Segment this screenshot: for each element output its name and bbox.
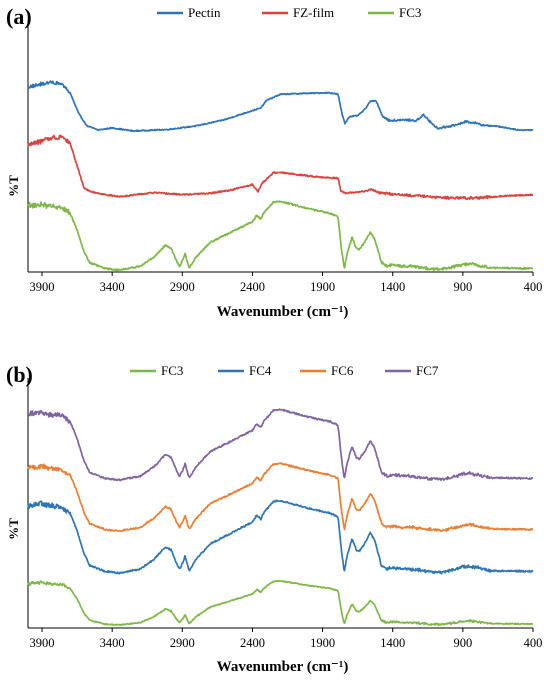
legend-label-fc6: FC6 bbox=[331, 363, 354, 378]
y-axis-title: %T bbox=[6, 518, 21, 540]
legend-label-pectin: Pectin bbox=[188, 5, 221, 20]
series-line-fc3 bbox=[27, 200, 534, 272]
legend-label-fc3: FC3 bbox=[399, 5, 421, 20]
series-line-fc3 bbox=[27, 579, 534, 627]
legend-label-fc4: FC4 bbox=[249, 363, 272, 378]
x-tick-label: 400 bbox=[524, 636, 543, 650]
x-tick-label: 2900 bbox=[170, 636, 195, 650]
x-tick-label: 3900 bbox=[30, 636, 55, 650]
x-tick-label: 1400 bbox=[380, 636, 405, 650]
x-tick-label: 3400 bbox=[100, 636, 125, 650]
panel-a-label: (a) bbox=[6, 4, 32, 29]
x-tick-label: 3900 bbox=[30, 280, 55, 294]
series-line-pectin bbox=[27, 80, 534, 133]
x-tick-label: 2900 bbox=[170, 280, 195, 294]
legend-label-fz-film: FZ-film bbox=[293, 5, 334, 20]
y-axis-title: %T bbox=[6, 175, 21, 197]
legend-label-fc3: FC3 bbox=[161, 363, 183, 378]
series-line-fc4 bbox=[27, 499, 534, 575]
x-tick-label: 1400 bbox=[380, 280, 405, 294]
panel-a: (a) 3900 3400 2900 2400 1900 1400 900 400 Wavenu… bbox=[6, 4, 542, 320]
x-axis-title: Wavenumber (cm⁻¹) bbox=[217, 659, 349, 675]
x-axis-title: Wavenumber (cm⁻¹) bbox=[217, 304, 349, 320]
series-line-fc7 bbox=[27, 408, 534, 482]
x-tick-label: 1900 bbox=[310, 636, 335, 650]
series-line-fz-film bbox=[27, 134, 534, 201]
x-tick-label: 900 bbox=[453, 636, 472, 650]
panel-b-label: (b) bbox=[6, 362, 33, 387]
x-tick-label: 1900 bbox=[310, 280, 335, 294]
legend-label-fc7: FC7 bbox=[416, 363, 439, 378]
x-tick-label: 400 bbox=[524, 280, 543, 294]
x-tick-label: 900 bbox=[453, 280, 472, 294]
panel-b: (b) 3900 3400 2900 2400 1900 1400 900 400 Wavenu… bbox=[6, 362, 542, 675]
x-tick-label: 2400 bbox=[240, 636, 265, 650]
x-tick-label: 3400 bbox=[100, 280, 125, 294]
series-line-fc6 bbox=[27, 462, 534, 533]
x-tick-label: 2400 bbox=[240, 280, 265, 294]
